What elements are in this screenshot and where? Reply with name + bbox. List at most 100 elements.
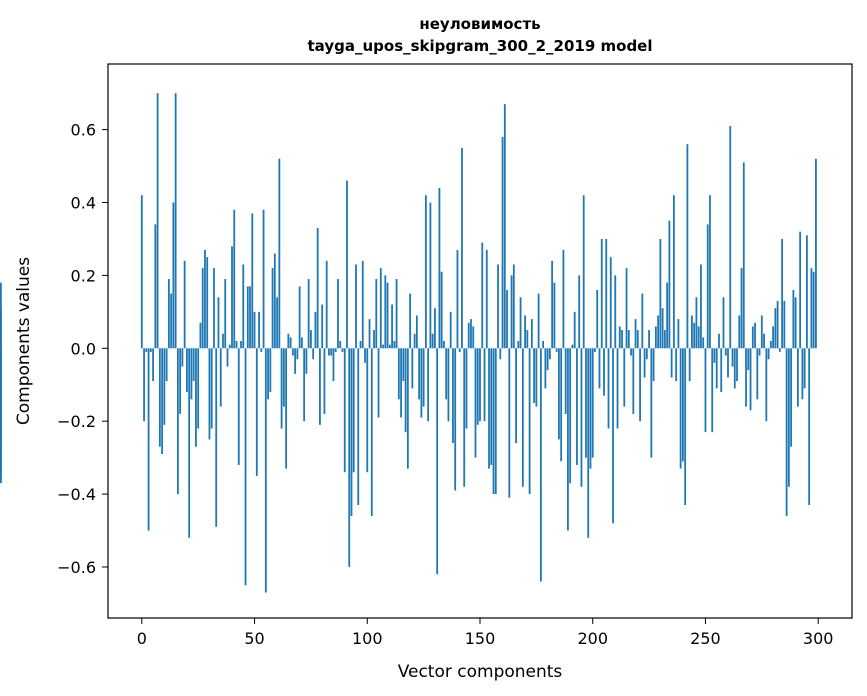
- bar-component-279: [769, 341, 772, 349]
- bar-component-237: [675, 348, 678, 382]
- bar-component-102: [370, 348, 373, 516]
- bar-component-97: [359, 341, 362, 349]
- bar-component-287: [787, 348, 790, 487]
- bar-component-241: [684, 348, 687, 506]
- bar-component-101: [368, 319, 371, 349]
- bar-component-226: [650, 348, 653, 458]
- bar-component-92: [348, 348, 351, 567]
- bar-component-230: [659, 238, 662, 349]
- bar-component-188: [564, 348, 567, 414]
- bar-component-151: [481, 242, 484, 349]
- bar-component-119: [409, 293, 412, 349]
- bar-component-117: [404, 348, 407, 433]
- bar-component-291: [796, 348, 799, 407]
- bar-component-141: [458, 348, 461, 352]
- bar-component-272: [754, 322, 756, 349]
- bar-component-74: [307, 279, 310, 349]
- bar-component-209: [612, 348, 614, 524]
- bar-component-83: [328, 348, 330, 356]
- bar-component-171: [526, 330, 529, 349]
- bar-component-298: [812, 271, 815, 349]
- bar-component-295: [806, 235, 808, 349]
- bar-component-153: [485, 249, 488, 349]
- bar-component-168: [519, 297, 522, 349]
- bar-component-13: [170, 293, 173, 349]
- bar-component-270: [749, 348, 752, 411]
- bar-component-37: [224, 279, 227, 349]
- bar-component-179: [544, 348, 547, 389]
- bar-component-60: [276, 297, 278, 349]
- bar-component-240: [682, 348, 684, 462]
- bar-component-143: [463, 348, 466, 487]
- bar-component-84: [330, 348, 333, 356]
- bar-component-4: [149, 348, 152, 352]
- bar-component-25: [197, 348, 200, 429]
- bar-component-220: [636, 330, 639, 349]
- bar-component-254: [713, 348, 716, 363]
- bar-component-44: [240, 341, 242, 349]
- bar-component-255: [715, 348, 718, 389]
- bar-component-126: [424, 195, 427, 349]
- bar-component-185: [558, 348, 560, 440]
- x-axis-ticks: 0 50 100 150 200 250 300: [137, 618, 833, 648]
- bar-component-215: [625, 268, 628, 349]
- bar-component-211: [616, 348, 619, 429]
- bar-component-268: [745, 348, 747, 407]
- bar-component-152: [483, 348, 486, 422]
- bar-component-115: [400, 348, 402, 418]
- bar-component-113: [395, 279, 398, 349]
- bar-component-149: [476, 348, 479, 425]
- bar-component-70: [298, 286, 301, 349]
- bar-component-235: [670, 348, 673, 378]
- bar-component-78: [316, 228, 319, 349]
- bar-component-234: [668, 220, 671, 349]
- bar-component-299: [815, 158, 817, 349]
- bar-component-175: [535, 348, 538, 407]
- bar-component-232: [663, 330, 666, 349]
- bar-component-2: [145, 348, 148, 352]
- bar-component-35: [219, 348, 222, 407]
- bar-component-67: [291, 348, 294, 356]
- bar-component-196: [582, 195, 585, 349]
- bar-component-260: [727, 348, 729, 378]
- chart-subtitle: tayga_upos_skipgram_300_2_2019 model: [308, 37, 653, 55]
- bar-component-23: [192, 348, 195, 382]
- x-axis-label: Vector components: [398, 662, 563, 682]
- bar-component-191: [571, 344, 574, 349]
- bar-component-125: [422, 348, 425, 407]
- bar-component-194: [578, 275, 581, 349]
- bar-component-265: [738, 315, 741, 349]
- bar-component-111: [391, 304, 393, 349]
- bar-component-8: [158, 348, 161, 447]
- bar-component-161: [503, 104, 506, 349]
- y-axis-label: Components values: [14, 257, 34, 425]
- bar-component-199: [589, 348, 592, 469]
- bar-component-100: [366, 348, 369, 473]
- bar-component-259: [724, 348, 727, 356]
- bar-component-7: [156, 93, 159, 349]
- bar-component-167: [517, 341, 520, 349]
- bar-component-34: [217, 297, 220, 349]
- bar-component-218: [632, 348, 635, 414]
- bar-component-58: [271, 268, 274, 349]
- y-tick-label-6: 0.6: [71, 121, 96, 140]
- bar-component-198: [587, 348, 590, 538]
- bar-component-229: [657, 315, 660, 349]
- bar-component-169: [521, 348, 524, 487]
- bar-component-131: [436, 348, 439, 575]
- bar-component-204: [600, 238, 603, 349]
- bar-component-210: [614, 275, 617, 349]
- bar-component-103: [373, 330, 375, 349]
- bar-component-107: [382, 344, 384, 349]
- bar-component-90: [343, 348, 346, 473]
- bar-component-93: [350, 348, 353, 516]
- bar-component-6: [154, 224, 157, 349]
- bar-component-197: [585, 348, 587, 458]
- bar-component-154: [488, 348, 490, 469]
- bar-component-33: [215, 348, 218, 527]
- bar-component-278: [767, 348, 770, 360]
- bar-component-30: [208, 348, 211, 440]
- bar-component-124: [420, 348, 423, 418]
- bar-component-48: [249, 286, 251, 349]
- bar-component-193: [576, 348, 578, 465]
